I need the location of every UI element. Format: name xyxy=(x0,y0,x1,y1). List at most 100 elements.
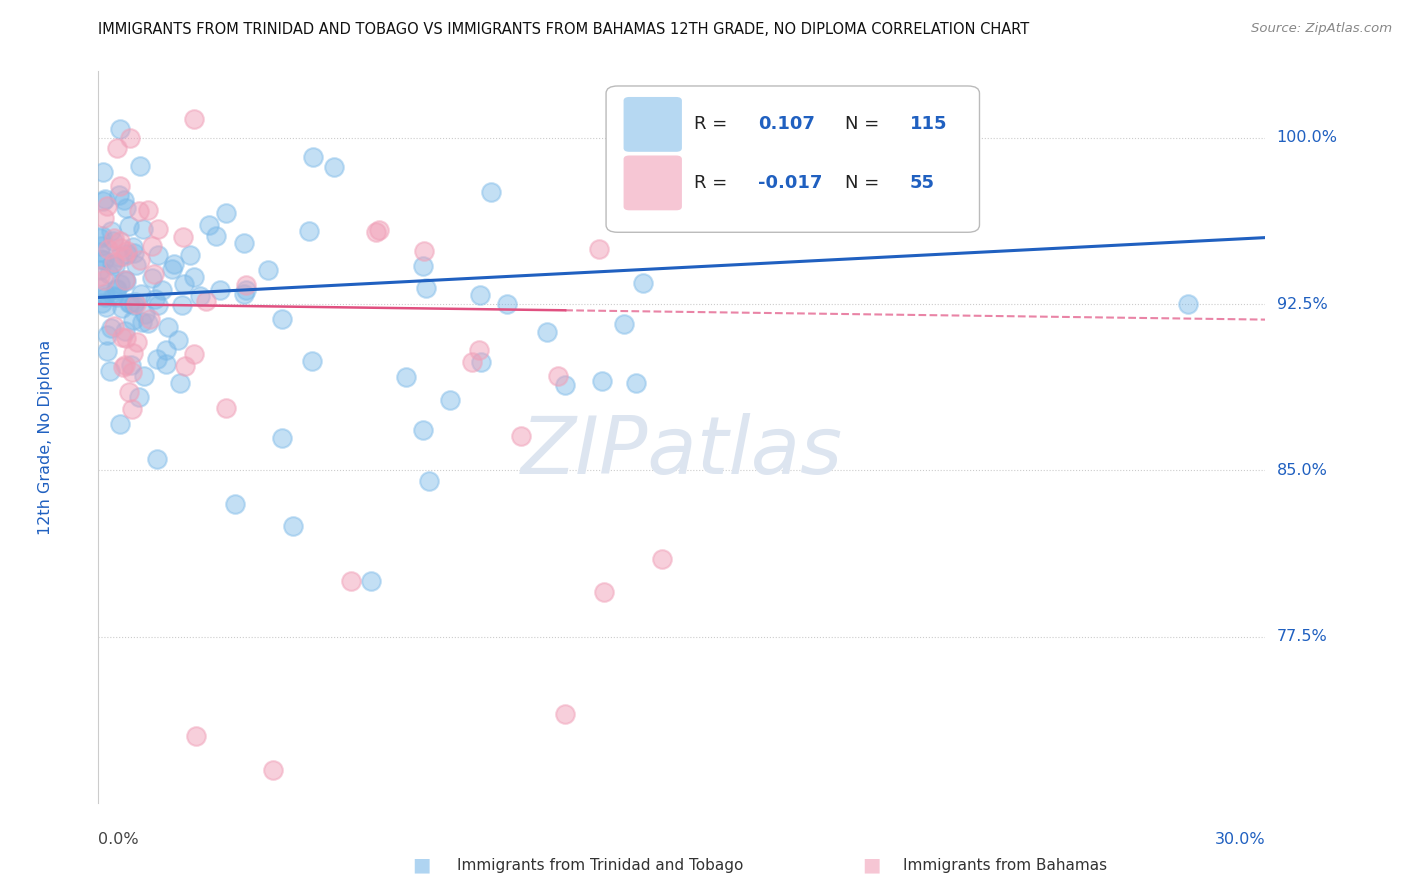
Point xyxy=(366,226,388,240)
Point xyxy=(624,376,647,391)
Point xyxy=(103,230,125,244)
Point xyxy=(124,294,146,309)
Point xyxy=(481,185,503,199)
Point xyxy=(129,160,152,174)
Point xyxy=(120,359,142,373)
Point xyxy=(112,249,135,263)
Point xyxy=(619,170,641,185)
Point xyxy=(197,219,219,233)
Point xyxy=(118,131,141,145)
Point xyxy=(470,354,492,368)
Point xyxy=(93,253,115,268)
Point xyxy=(495,297,517,311)
Point xyxy=(121,240,143,254)
Point xyxy=(108,250,131,264)
Point xyxy=(115,244,138,259)
Point xyxy=(89,263,111,277)
Text: ■: ■ xyxy=(862,855,882,875)
Text: 115: 115 xyxy=(910,115,948,134)
Text: Immigrants from Trinidad and Tobago: Immigrants from Trinidad and Tobago xyxy=(457,858,744,872)
Text: N =: N = xyxy=(845,174,880,192)
Point xyxy=(166,333,188,347)
Text: 0.0%: 0.0% xyxy=(98,832,139,847)
Point xyxy=(591,374,613,388)
Point xyxy=(89,244,111,259)
Point xyxy=(114,274,136,288)
Point xyxy=(108,277,131,292)
Point xyxy=(412,423,434,437)
FancyBboxPatch shape xyxy=(623,155,682,211)
Point xyxy=(105,282,128,296)
Point xyxy=(131,315,153,329)
Point xyxy=(612,317,634,331)
Text: 77.5%: 77.5% xyxy=(1277,629,1327,644)
Point xyxy=(97,242,120,256)
Point xyxy=(554,378,576,392)
Point xyxy=(262,763,284,777)
Point xyxy=(93,273,115,287)
Point xyxy=(114,358,136,372)
Point xyxy=(170,298,193,312)
Point xyxy=(128,204,150,219)
Point xyxy=(233,235,256,250)
Point xyxy=(128,390,150,404)
Point xyxy=(90,228,112,243)
Point xyxy=(188,289,211,303)
Point xyxy=(439,392,461,407)
Point xyxy=(115,331,138,345)
Point xyxy=(112,359,135,374)
Point xyxy=(117,246,139,260)
Point xyxy=(124,246,146,260)
Point xyxy=(114,273,136,287)
Point xyxy=(418,475,440,489)
Point xyxy=(588,242,610,256)
Point xyxy=(593,585,616,599)
Point xyxy=(132,368,155,383)
Text: 100.0%: 100.0% xyxy=(1277,130,1337,145)
Point xyxy=(160,261,183,276)
Point xyxy=(468,343,491,358)
Point xyxy=(128,253,150,268)
Point xyxy=(91,194,114,209)
Point xyxy=(631,276,654,290)
Point xyxy=(94,192,117,206)
Point xyxy=(120,295,142,310)
Point xyxy=(118,296,141,310)
Point xyxy=(141,238,163,252)
Point xyxy=(204,229,226,244)
Point xyxy=(195,294,218,309)
Point xyxy=(1177,297,1199,311)
Point xyxy=(554,707,576,722)
Text: 30.0%: 30.0% xyxy=(1215,832,1265,847)
Point xyxy=(108,187,131,202)
Point xyxy=(105,141,128,155)
Point xyxy=(235,277,257,292)
Point xyxy=(91,165,114,179)
Point xyxy=(114,324,136,338)
Point xyxy=(209,283,232,297)
Point xyxy=(111,301,134,316)
Text: Immigrants from Bahamas: Immigrants from Bahamas xyxy=(903,858,1107,872)
Text: 55: 55 xyxy=(910,174,935,192)
Text: -0.017: -0.017 xyxy=(758,174,823,192)
Text: 0.107: 0.107 xyxy=(758,115,814,134)
Point xyxy=(155,343,177,357)
Point xyxy=(360,574,382,589)
Point xyxy=(169,376,191,391)
Point xyxy=(413,244,436,258)
Point xyxy=(108,179,131,194)
Point xyxy=(536,325,558,339)
Point xyxy=(132,222,155,236)
Point xyxy=(235,283,257,297)
Point xyxy=(125,297,148,311)
Point xyxy=(547,369,569,384)
Point xyxy=(101,288,124,302)
Point xyxy=(136,316,159,330)
Point xyxy=(150,283,173,297)
Point xyxy=(136,202,159,217)
Point xyxy=(93,211,115,225)
Point xyxy=(148,298,170,312)
Point xyxy=(174,359,197,373)
Point xyxy=(101,257,124,271)
Point xyxy=(90,296,112,310)
